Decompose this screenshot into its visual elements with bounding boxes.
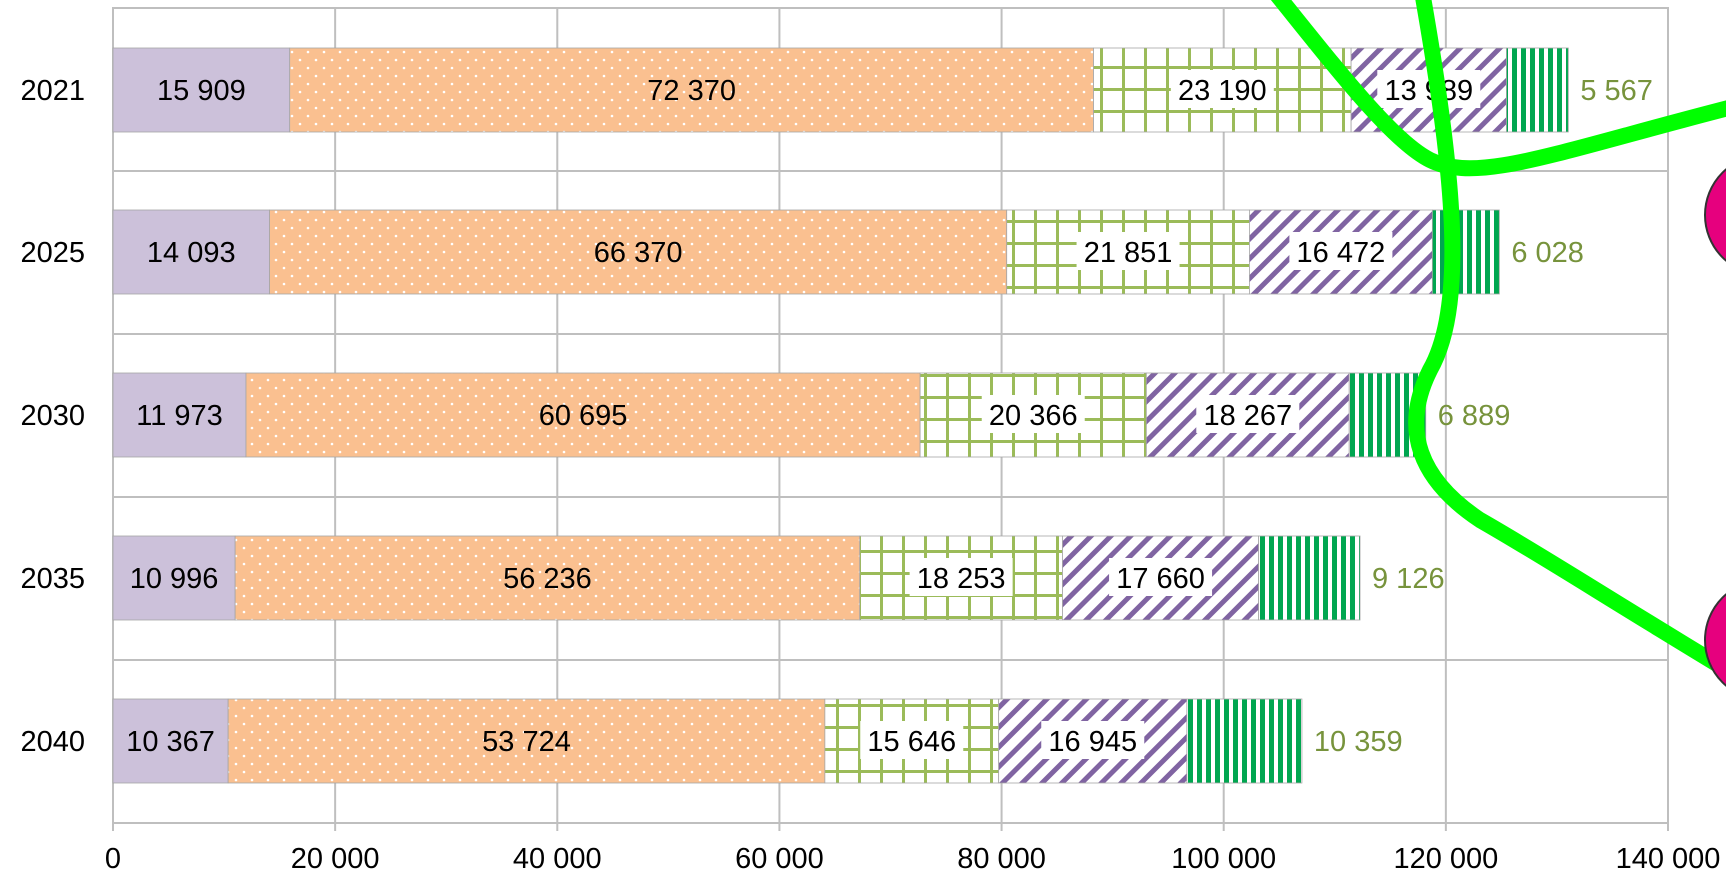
decorative-circle bbox=[1704, 168, 1726, 262]
y-tick-label: 2035 bbox=[20, 563, 85, 595]
data-label-bg bbox=[1041, 721, 1145, 759]
decorative-curve bbox=[1408, 0, 1726, 679]
data-label: 10 367 bbox=[126, 726, 215, 758]
x-tick-label: 20 000 bbox=[291, 843, 380, 872]
data-label: 5 567 bbox=[1580, 75, 1653, 107]
bar-segment bbox=[112, 535, 236, 621]
data-label: 23 190 bbox=[1178, 75, 1267, 107]
y-tick-label: 2025 bbox=[20, 237, 85, 269]
bar-segment bbox=[112, 209, 270, 295]
data-label: 10 996 bbox=[130, 563, 219, 595]
y-tick-label: 2021 bbox=[20, 75, 85, 107]
data-label: 72 370 bbox=[647, 75, 736, 107]
data-label: 53 724 bbox=[482, 726, 571, 758]
bar-segment bbox=[234, 535, 861, 621]
data-label: 9 126 bbox=[1372, 563, 1445, 595]
x-tick-label: 100 000 bbox=[1171, 843, 1276, 872]
decorative-circle bbox=[1704, 593, 1726, 687]
data-label: 20 366 bbox=[989, 400, 1078, 432]
data-label-bg bbox=[981, 395, 1085, 433]
data-label: 15 646 bbox=[867, 726, 956, 758]
data-label: 16 945 bbox=[1048, 726, 1137, 758]
data-label: 66 370 bbox=[594, 237, 683, 269]
data-label: 16 472 bbox=[1297, 237, 1386, 269]
bar-segment bbox=[1506, 47, 1569, 133]
data-label: 60 695 bbox=[539, 400, 628, 432]
bar-segment bbox=[1186, 698, 1303, 784]
bar-segment bbox=[112, 372, 247, 458]
data-label: 10 359 bbox=[1314, 726, 1403, 758]
x-tick-label: 140 000 bbox=[1616, 843, 1721, 872]
data-label: 15 909 bbox=[157, 75, 246, 107]
bar-segment bbox=[269, 209, 1008, 295]
y-tick-label: 2030 bbox=[20, 400, 85, 432]
decorative-curve bbox=[1270, 0, 1726, 177]
y-tick-label: 2040 bbox=[20, 726, 85, 758]
data-label: 11 973 bbox=[136, 400, 223, 432]
data-label: 6 889 bbox=[1438, 400, 1511, 432]
data-label-bg bbox=[1196, 395, 1300, 433]
bar-segment bbox=[289, 47, 1094, 133]
data-label-bg bbox=[1076, 232, 1180, 270]
data-label: 21 851 bbox=[1084, 237, 1173, 269]
x-tick-label: 60 000 bbox=[735, 843, 824, 872]
x-tick-label: 0 bbox=[105, 843, 121, 872]
data-label-bg bbox=[1170, 70, 1274, 108]
data-label: 56 236 bbox=[503, 563, 592, 595]
bar-segment bbox=[112, 47, 291, 133]
bar-segment bbox=[1258, 535, 1361, 621]
x-tick-label: 40 000 bbox=[513, 843, 602, 872]
data-label: 14 093 bbox=[147, 237, 236, 269]
bar-segment bbox=[1431, 209, 1500, 295]
bar-segment bbox=[112, 698, 229, 784]
data-label: 18 267 bbox=[1203, 400, 1292, 432]
data-label-bg bbox=[860, 721, 964, 759]
data-label-bg bbox=[909, 558, 1013, 596]
bar-segment bbox=[245, 372, 921, 458]
data-label-bg bbox=[1289, 232, 1393, 270]
x-tick-label: 80 000 bbox=[957, 843, 1046, 872]
data-label: 18 253 bbox=[917, 563, 1006, 595]
bar-segment bbox=[227, 698, 826, 784]
data-label-bg bbox=[1109, 558, 1213, 596]
data-label: 6 028 bbox=[1511, 237, 1584, 269]
data-label: 17 660 bbox=[1116, 563, 1205, 595]
x-tick-label: 120 000 bbox=[1393, 843, 1498, 872]
